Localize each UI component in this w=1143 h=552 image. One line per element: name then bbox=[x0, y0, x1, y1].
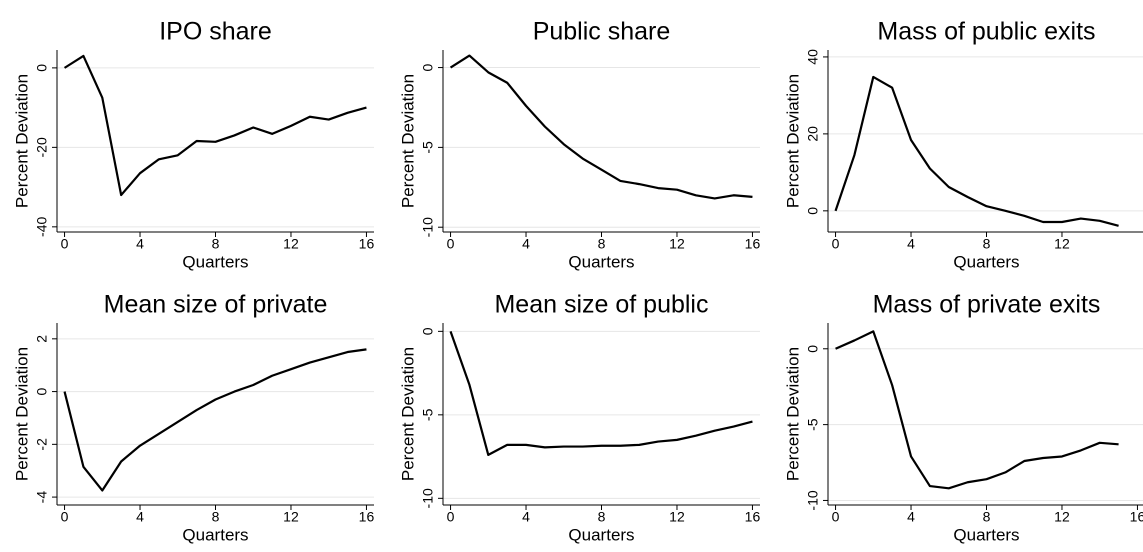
y-tick-label: 0 bbox=[34, 387, 50, 395]
x-tick-label: 8 bbox=[983, 509, 991, 525]
y-tick-label: 0 bbox=[420, 63, 436, 71]
x-tick-label: 4 bbox=[136, 236, 144, 252]
y-axis-title: Percent Deviation bbox=[398, 347, 417, 481]
y-tick-label: -5 bbox=[420, 141, 436, 154]
x-tick-label: 12 bbox=[669, 509, 685, 525]
x-tick-label: 12 bbox=[283, 236, 299, 252]
x-tick-label: 0 bbox=[61, 509, 69, 525]
panel-title: Public share bbox=[533, 18, 671, 46]
x-axis-title: Quarters bbox=[182, 252, 248, 271]
panel-title: Mean size of private bbox=[104, 291, 328, 319]
x-tick-label: 12 bbox=[1054, 236, 1070, 252]
y-axis-title: Percent Deviation bbox=[398, 74, 417, 208]
y-axis-title: Percent Deviation bbox=[12, 74, 31, 208]
x-tick-label: 0 bbox=[61, 236, 69, 252]
x-tick-label: 0 bbox=[447, 236, 455, 252]
x-tick-label: 4 bbox=[522, 236, 530, 252]
data-line bbox=[449, 330, 753, 457]
data-line bbox=[63, 54, 367, 197]
y-tick-label: -10 bbox=[420, 217, 436, 237]
y-tick-label: -10 bbox=[805, 490, 821, 510]
data-line bbox=[834, 75, 1119, 227]
x-tick-label: 8 bbox=[598, 236, 606, 252]
y-tick-label: -5 bbox=[805, 418, 821, 431]
y-tick-label: 0 bbox=[34, 64, 50, 72]
y-tick-label: -2 bbox=[34, 438, 50, 451]
x-axis-title: Quarters bbox=[182, 525, 248, 544]
x-tick-label: 4 bbox=[907, 236, 915, 252]
y-tick-label: 40 bbox=[805, 49, 821, 65]
y-tick-label: 0 bbox=[420, 327, 436, 335]
y-tick-label: -10 bbox=[420, 488, 436, 508]
x-tick-label: 0 bbox=[832, 509, 840, 525]
x-tick-label: 8 bbox=[212, 509, 220, 525]
x-tick-label: 16 bbox=[1130, 509, 1143, 525]
x-tick-label: 8 bbox=[983, 236, 991, 252]
y-tick-label: -40 bbox=[34, 217, 50, 237]
x-tick-label: 4 bbox=[907, 509, 915, 525]
x-tick-label: 8 bbox=[598, 509, 606, 525]
x-tick-label: 12 bbox=[669, 236, 685, 252]
panel-title: Mass of public exits bbox=[877, 18, 1095, 46]
x-tick-label: 16 bbox=[359, 509, 375, 525]
x-tick-label: 8 bbox=[212, 236, 220, 252]
y-axis-title: Percent Deviation bbox=[783, 74, 802, 208]
x-tick-label: 12 bbox=[1054, 509, 1070, 525]
x-tick-label: 4 bbox=[522, 509, 530, 525]
x-tick-label: 16 bbox=[745, 236, 761, 252]
x-tick-label: 0 bbox=[447, 509, 455, 525]
data-line bbox=[449, 54, 753, 200]
y-tick-label: 20 bbox=[805, 126, 821, 142]
x-tick-label: 4 bbox=[136, 509, 144, 525]
y-tick-label: 0 bbox=[805, 345, 821, 353]
y-tick-label: -20 bbox=[34, 137, 50, 157]
x-axis-title: Quarters bbox=[568, 252, 634, 271]
y-tick-label: 0 bbox=[805, 207, 821, 215]
x-axis-title: Quarters bbox=[953, 525, 1019, 544]
x-axis-title: Quarters bbox=[953, 252, 1019, 271]
x-axis-title: Quarters bbox=[568, 525, 634, 544]
panel-title: Mean size of public bbox=[494, 291, 708, 319]
x-tick-label: 0 bbox=[832, 236, 840, 252]
panel-title: IPO share bbox=[159, 18, 272, 46]
y-tick-label: -4 bbox=[34, 491, 50, 504]
data-line bbox=[835, 330, 1119, 490]
data-line bbox=[63, 348, 367, 492]
x-tick-label: 16 bbox=[359, 236, 375, 252]
y-axis-title: Percent Deviation bbox=[783, 347, 802, 481]
y-tick-label: -5 bbox=[420, 408, 436, 421]
panel-title: Mass of private exits bbox=[873, 291, 1101, 319]
x-tick-label: 12 bbox=[283, 509, 299, 525]
y-tick-label: 2 bbox=[34, 335, 50, 343]
y-axis-title: Percent Deviation bbox=[12, 347, 31, 481]
x-tick-label: 16 bbox=[745, 509, 761, 525]
